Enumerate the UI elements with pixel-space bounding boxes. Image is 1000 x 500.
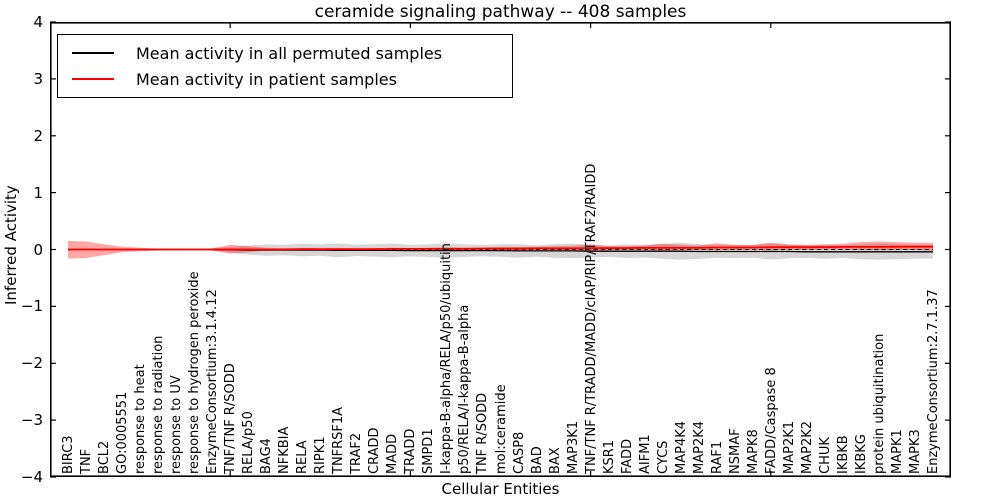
chart-canvas — [50, 21, 952, 478]
y-tick-label: 3 — [33, 69, 43, 88]
y-tick-label: −3 — [20, 411, 43, 430]
x-category-label: TNF/TNF R/TRADD/MADD/cIAP/RIP/TRAF2/RAID… — [583, 163, 599, 474]
x-category-label: MAP2K1 — [781, 420, 797, 474]
legend-label-permuted: Mean activity in all permuted samples — [136, 43, 443, 63]
x-category-label: response to UV — [169, 375, 185, 474]
x-category-label: IKBKG — [853, 434, 869, 474]
legend-line-permuted-icon — [72, 52, 114, 54]
x-category-label: BCL2 — [97, 440, 113, 474]
x-category-label: NSMAF — [727, 428, 743, 474]
x-category-label: response to heat — [133, 364, 149, 474]
x-category-label: protein ubiquitination — [871, 333, 887, 474]
legend: Mean activity in all permuted samples Me… — [57, 34, 513, 98]
axes-frame — [50, 22, 952, 477]
x-category-label: KSR1 — [601, 439, 617, 474]
x-category-label: CHUK — [817, 437, 833, 474]
y-tick-label: 2 — [33, 126, 43, 145]
x-category-label: mol:ceramide — [493, 384, 509, 474]
x-category-label: FADD/Caspase 8 — [763, 367, 779, 474]
x-category-label: MAP2K2 — [799, 420, 815, 474]
legend-line-patient-icon — [72, 78, 114, 80]
x-category-label: EnzymeConsortium:2.7.1.37 — [925, 289, 941, 474]
x-category-label: CYCS — [655, 440, 671, 474]
y-tick-label: 4 — [33, 13, 43, 31]
legend-label-patient: Mean activity in patient samples — [136, 69, 397, 89]
x-category-label: MAP2K4 — [691, 420, 707, 474]
x-category-label: TRAF2 — [349, 432, 365, 474]
x-category-label: BAX — [547, 447, 563, 474]
x-category-label: CASP8 — [511, 431, 527, 474]
x-category-label: EnzymeConsortium:3.1.4.12 — [205, 289, 221, 474]
x-category-label: TNF/TNF R/SODD — [223, 363, 239, 474]
x-category-label: NFKBIA — [277, 426, 293, 474]
y-tick-label: −1 — [20, 297, 43, 316]
x-category-label: TNF R/SODD — [475, 392, 491, 474]
x-category-label: TNFRSF1A — [331, 406, 347, 474]
x-category-label: MAPK3 — [907, 429, 923, 474]
x-category-label: GO:0005551 — [115, 391, 131, 474]
x-category-label: TNF — [79, 448, 95, 474]
x-category-label: MAPK1 — [889, 429, 905, 474]
x-category-label: p50/RELA/I-kappa-B-alpha — [457, 304, 473, 474]
x-category-label: BAG4 — [259, 438, 275, 474]
legend-item-patient: Mean activity in patient samples — [58, 66, 512, 92]
x-category-label: SMPD1 — [421, 428, 437, 474]
x-category-label: AIFM1 — [637, 434, 653, 474]
y-tick-label: −2 — [20, 354, 43, 373]
x-category-label: MAP4K4 — [673, 420, 689, 474]
x-category-label: RELA — [295, 440, 311, 474]
y-tick-label: 0 — [33, 240, 43, 259]
x-category-label: response to hydrogen peroxide — [187, 271, 203, 474]
x-category-label: RAF1 — [709, 440, 725, 474]
x-category-label: TRADD — [403, 428, 419, 474]
y-tick-label: 1 — [33, 183, 43, 202]
chart-title: ceramide signaling pathway -- 408 sample… — [314, 2, 687, 22]
x-category-label: response to radiation — [151, 335, 167, 474]
x-category-label: I-kappa-B-alpha/RELA/p50/ubiquitin — [439, 243, 455, 474]
x-category-label: CRADD — [367, 427, 383, 475]
x-category-label: MADD — [385, 433, 401, 474]
legend-item-permuted: Mean activity in all permuted samples — [58, 40, 512, 66]
x-category-label: IKBKB — [835, 435, 851, 474]
patient-mean-line — [68, 245, 933, 251]
x-category-label: MAP3K1 — [565, 420, 581, 474]
plot-area — [50, 21, 952, 478]
x-category-label: BIRC3 — [61, 435, 77, 475]
x-category-label: MAPK8 — [745, 429, 761, 474]
y-tick-label: −4 — [20, 468, 43, 486]
x-category-label: BAD — [529, 446, 545, 474]
x-category-label: RIPK1 — [313, 436, 329, 474]
x-category-label: RELA/p50 — [241, 411, 257, 474]
x-category-label: FADD — [619, 438, 635, 474]
x-axis-label: Cellular Entities — [441, 480, 560, 498]
